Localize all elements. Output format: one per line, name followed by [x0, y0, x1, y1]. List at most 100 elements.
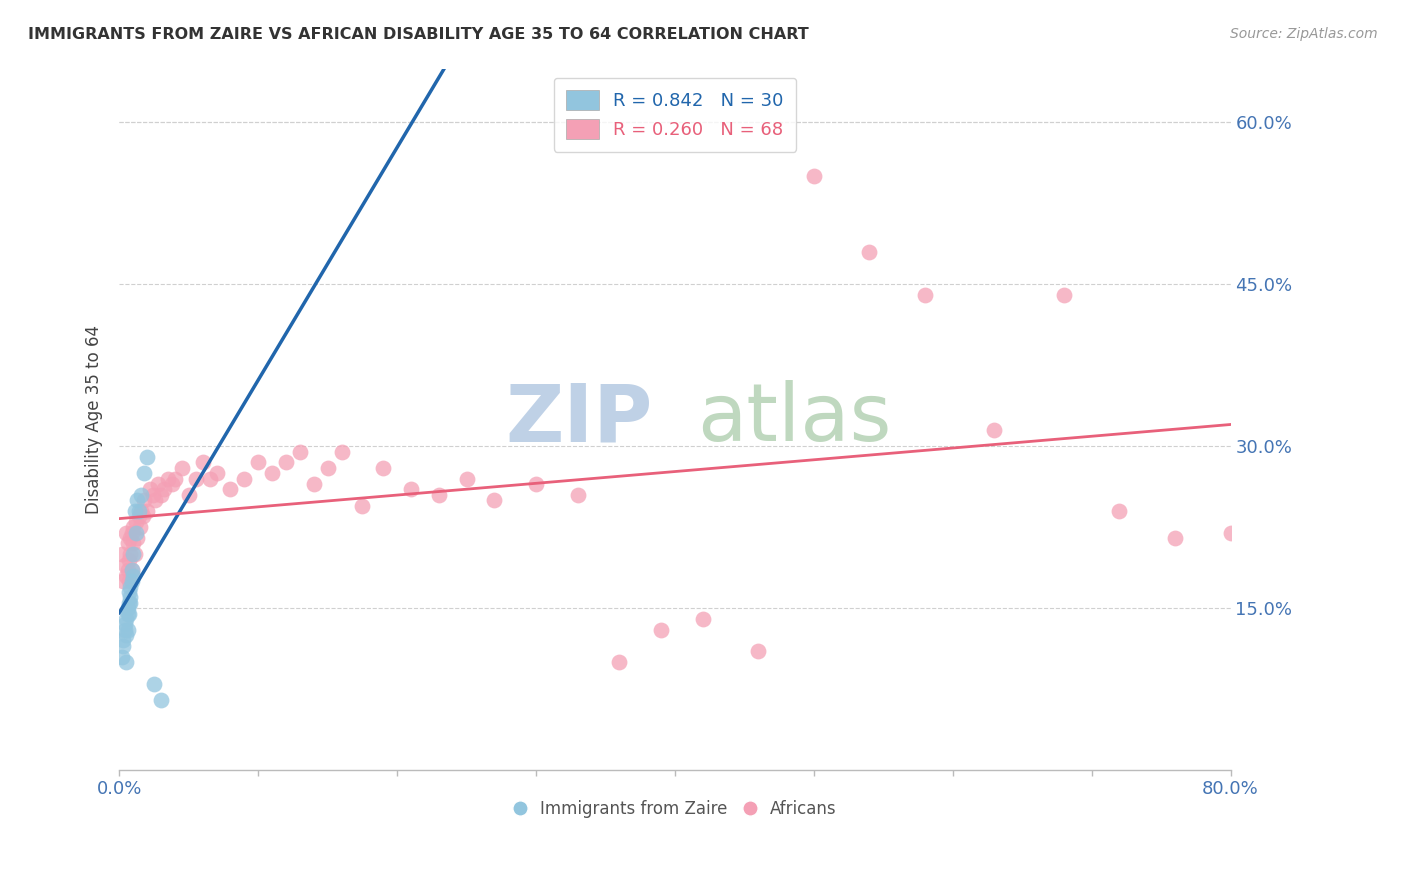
- Point: [120, 591, 142, 605]
- Point: [247, 455, 270, 469]
- Text: ZIP: ZIP: [505, 380, 652, 458]
- Point: [456, 472, 478, 486]
- Point: [145, 493, 167, 508]
- Point: [609, 655, 631, 669]
- Text: atlas: atlas: [697, 380, 891, 458]
- Point: [114, 623, 136, 637]
- Point: [120, 580, 142, 594]
- Point: [117, 601, 139, 615]
- Point: [352, 499, 374, 513]
- Point: [373, 460, 395, 475]
- Point: [128, 509, 150, 524]
- Point: [134, 493, 156, 508]
- Point: [1108, 504, 1130, 518]
- Point: [747, 644, 769, 658]
- Point: [170, 460, 193, 475]
- Point: [524, 477, 547, 491]
- Point: [177, 488, 200, 502]
- Point: [111, 649, 134, 664]
- Point: [134, 467, 156, 481]
- Point: [191, 455, 214, 469]
- Point: [122, 568, 145, 582]
- Legend: Immigrants from Zaire, Africans: Immigrants from Zaire, Africans: [506, 794, 844, 825]
- Point: [124, 504, 146, 518]
- Point: [302, 477, 325, 491]
- Point: [121, 563, 143, 577]
- Point: [122, 547, 145, 561]
- Point: [128, 504, 150, 518]
- Point: [125, 525, 148, 540]
- Point: [131, 504, 153, 518]
- Point: [205, 467, 228, 481]
- Point: [118, 607, 141, 621]
- Point: [198, 472, 221, 486]
- Point: [122, 536, 145, 550]
- Point: [288, 444, 311, 458]
- Point: [274, 455, 297, 469]
- Point: [127, 493, 149, 508]
- Point: [115, 612, 138, 626]
- Point: [127, 531, 149, 545]
- Point: [136, 504, 159, 518]
- Text: Source: ZipAtlas.com: Source: ZipAtlas.com: [1230, 27, 1378, 41]
- Point: [115, 568, 138, 582]
- Point: [163, 472, 186, 486]
- Point: [117, 607, 139, 621]
- Point: [121, 525, 143, 540]
- Point: [219, 483, 242, 497]
- Point: [115, 525, 138, 540]
- Text: IMMIGRANTS FROM ZAIRE VS AFRICAN DISABILITY AGE 35 TO 64 CORRELATION CHART: IMMIGRANTS FROM ZAIRE VS AFRICAN DISABIL…: [28, 27, 808, 42]
- Point: [112, 574, 135, 589]
- Point: [692, 612, 714, 626]
- Point: [858, 244, 880, 259]
- Point: [115, 628, 138, 642]
- Point: [121, 574, 143, 589]
- Point: [316, 460, 339, 475]
- Point: [118, 552, 141, 566]
- Point: [120, 531, 142, 545]
- Point: [131, 488, 153, 502]
- Point: [117, 536, 139, 550]
- Point: [143, 676, 166, 690]
- Point: [650, 623, 672, 637]
- Point: [1219, 525, 1241, 540]
- Point: [112, 633, 135, 648]
- Point: [139, 483, 162, 497]
- Y-axis label: Disability Age 35 to 64: Disability Age 35 to 64: [86, 325, 103, 514]
- Point: [122, 520, 145, 534]
- Point: [262, 467, 284, 481]
- Point: [152, 483, 174, 497]
- Point: [427, 488, 450, 502]
- Point: [149, 693, 172, 707]
- Point: [120, 596, 142, 610]
- Point: [117, 563, 139, 577]
- Point: [125, 515, 148, 529]
- Point: [112, 639, 135, 653]
- Point: [146, 477, 169, 491]
- Point: [567, 488, 589, 502]
- Point: [118, 585, 141, 599]
- Point: [136, 450, 159, 464]
- Point: [983, 423, 1005, 437]
- Point: [160, 477, 183, 491]
- Point: [118, 596, 141, 610]
- Point: [914, 288, 936, 302]
- Point: [118, 574, 141, 589]
- Point: [330, 444, 353, 458]
- Point: [142, 488, 165, 502]
- Point: [399, 483, 422, 497]
- Point: [156, 472, 179, 486]
- Point: [803, 169, 825, 184]
- Point: [132, 509, 155, 524]
- Point: [114, 558, 136, 572]
- Point: [111, 547, 134, 561]
- Point: [484, 493, 506, 508]
- Point: [124, 547, 146, 561]
- Point: [117, 623, 139, 637]
- Point: [184, 472, 207, 486]
- Point: [115, 655, 138, 669]
- Point: [120, 547, 142, 561]
- Point: [1164, 531, 1187, 545]
- Point: [233, 472, 256, 486]
- Point: [114, 617, 136, 632]
